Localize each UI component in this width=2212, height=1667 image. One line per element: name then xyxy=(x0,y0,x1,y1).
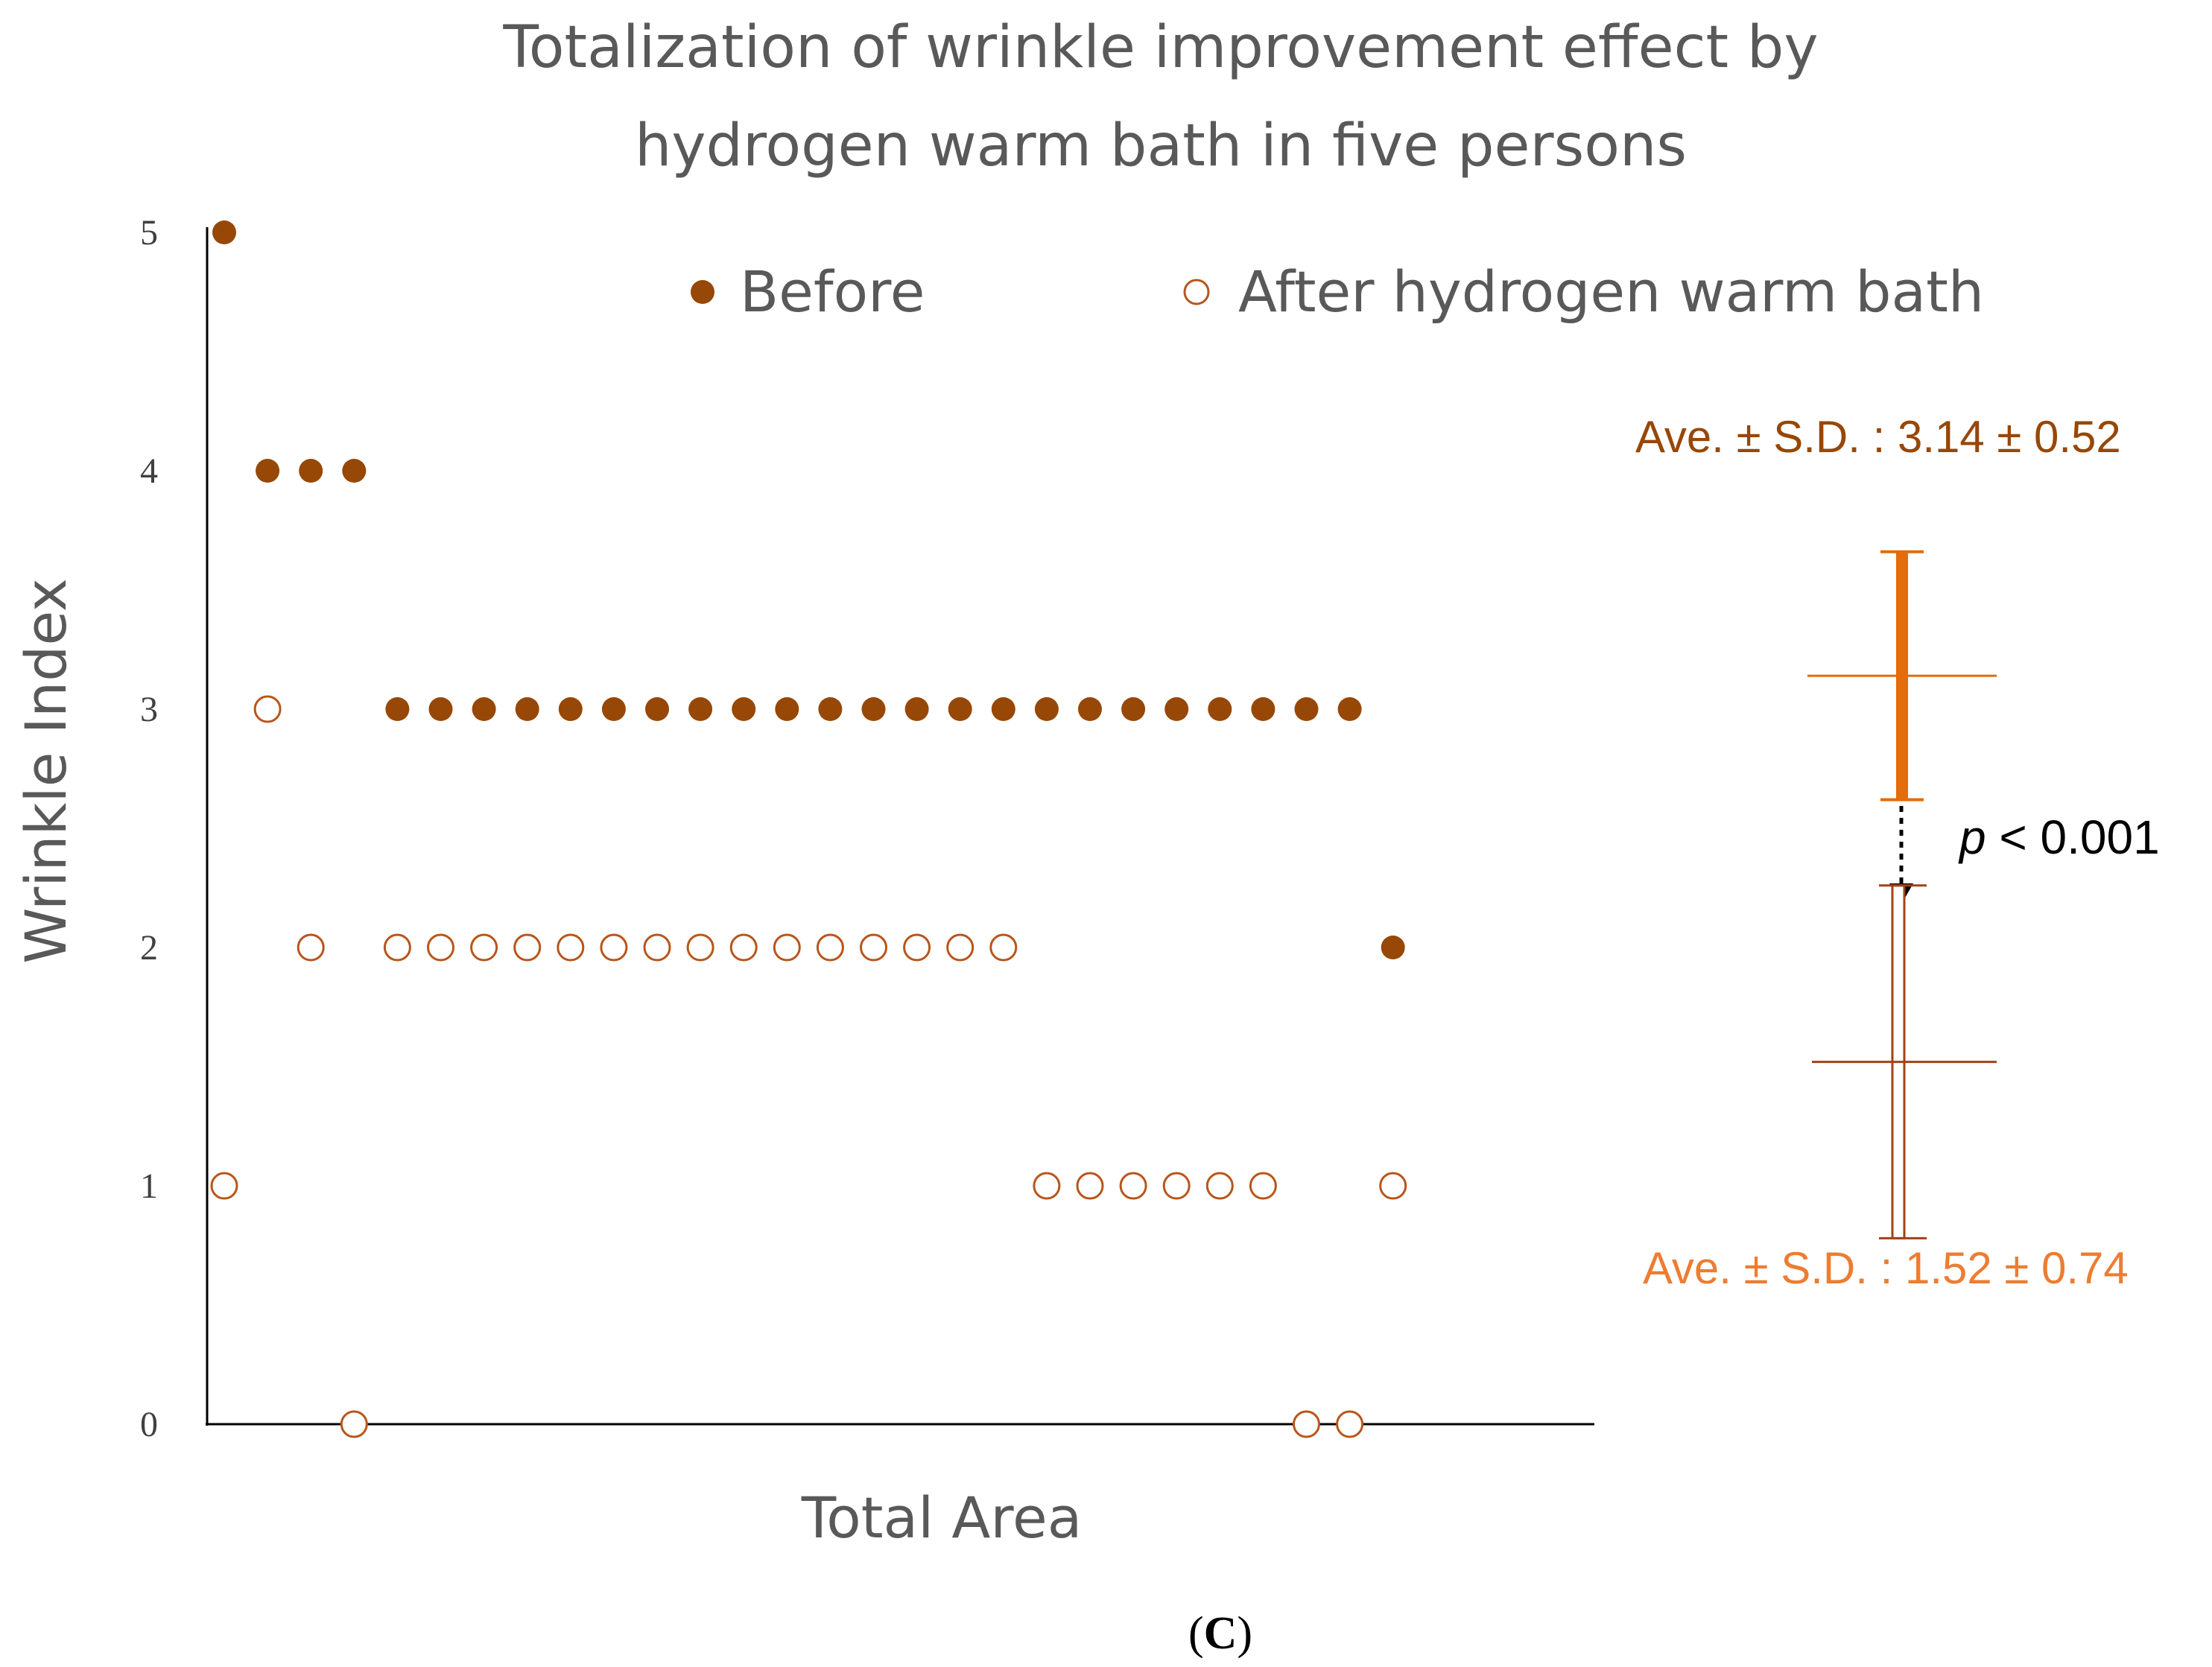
after-point xyxy=(1033,1172,1061,1200)
before-point xyxy=(1337,697,1362,721)
p-threshold: < 0.001 xyxy=(1986,810,2160,864)
before-point xyxy=(732,697,756,721)
after-point xyxy=(383,933,411,962)
y-tick-label: 5 xyxy=(140,213,158,253)
before-point xyxy=(1121,697,1146,721)
after-point xyxy=(1249,1172,1277,1200)
y-tick-label: 2 xyxy=(140,928,158,968)
before-mean-sd-label: Ave. ± S.D. : 3.14 ± 0.52 xyxy=(1635,412,2121,462)
caption-letter: C xyxy=(1204,1608,1237,1659)
y-tick-label: 3 xyxy=(140,690,158,729)
before-point xyxy=(688,697,713,721)
after-mean-sd-glyph xyxy=(1812,884,1997,1239)
after-point xyxy=(1119,1172,1147,1200)
before-point xyxy=(385,697,410,721)
before-point xyxy=(1164,697,1189,721)
y-tick-label: 0 xyxy=(140,1405,158,1444)
after-point xyxy=(989,933,1018,962)
after-point xyxy=(340,1410,368,1438)
after-point xyxy=(860,933,887,962)
before-point xyxy=(212,220,236,244)
p-symbol: p xyxy=(1958,810,1986,864)
before-point xyxy=(991,697,1015,721)
y-axis-label: Wrinkle Index xyxy=(13,578,79,964)
before-point xyxy=(948,697,972,721)
after-point xyxy=(729,933,758,962)
before-point xyxy=(861,697,886,721)
before-point xyxy=(818,697,843,721)
after-point xyxy=(1076,1172,1104,1200)
after-point xyxy=(686,933,714,962)
legend-before-label: Before xyxy=(740,258,925,325)
data-points xyxy=(210,220,1407,1438)
x-axis-label: Total Area xyxy=(801,1485,1083,1551)
y-tick-label: 1 xyxy=(140,1166,158,1206)
after-point xyxy=(470,933,498,962)
y-tick-label: 4 xyxy=(140,451,158,491)
before-point xyxy=(904,697,929,721)
before-mean-sd-glyph xyxy=(1807,550,1997,801)
after-point xyxy=(513,933,542,962)
after-point xyxy=(903,933,931,962)
after-point xyxy=(1336,1410,1364,1438)
before-point xyxy=(256,459,280,483)
before-point xyxy=(1294,697,1319,721)
after-point xyxy=(210,1172,238,1200)
before-point xyxy=(515,697,539,721)
before-point xyxy=(1251,697,1275,721)
after-point xyxy=(1162,1172,1191,1200)
caption-open: ( xyxy=(1188,1608,1204,1659)
legend-after-marker xyxy=(1183,279,1210,305)
y-tick-labels: 0 1 2 3 4 5 xyxy=(140,213,158,1444)
chart-title-line-2: hydrogen warm bath in five persons xyxy=(635,112,1687,180)
after-point xyxy=(1379,1172,1407,1200)
before-point xyxy=(428,697,453,721)
legend: Before After hydrogen warm bath xyxy=(691,258,1984,325)
after-point xyxy=(946,933,975,962)
before-point xyxy=(342,459,367,483)
after-point xyxy=(816,933,844,962)
after-mean-sd-label: Ave. ± S.D. : 1.52 ± 0.74 xyxy=(1643,1243,2129,1293)
after-point xyxy=(1293,1410,1320,1438)
caption-close: ) xyxy=(1237,1608,1252,1659)
after-point xyxy=(253,695,282,723)
p-value-label: p < 0.001 xyxy=(1958,810,2160,864)
legend-before-marker xyxy=(691,280,714,304)
before-point xyxy=(299,459,323,483)
after-point xyxy=(557,933,585,962)
after-point xyxy=(427,933,454,962)
before-point xyxy=(1078,697,1102,721)
after-point xyxy=(297,933,325,962)
before-point xyxy=(1034,697,1059,721)
legend-after-label: After hydrogen warm bath xyxy=(1238,258,1984,325)
before-point xyxy=(558,697,583,721)
panel-caption: (C) xyxy=(1188,1608,1252,1659)
after-point xyxy=(773,933,801,962)
before-point xyxy=(775,697,799,721)
before-point xyxy=(1381,936,1405,959)
after-point xyxy=(643,933,671,962)
after-point xyxy=(600,933,628,962)
after-point xyxy=(1205,1172,1234,1200)
before-point xyxy=(601,697,626,721)
chart-title-line-1: Totalization of wrinkle improvement effe… xyxy=(502,14,1818,81)
before-point xyxy=(645,697,669,721)
before-point xyxy=(1208,697,1232,721)
before-point xyxy=(472,697,496,721)
